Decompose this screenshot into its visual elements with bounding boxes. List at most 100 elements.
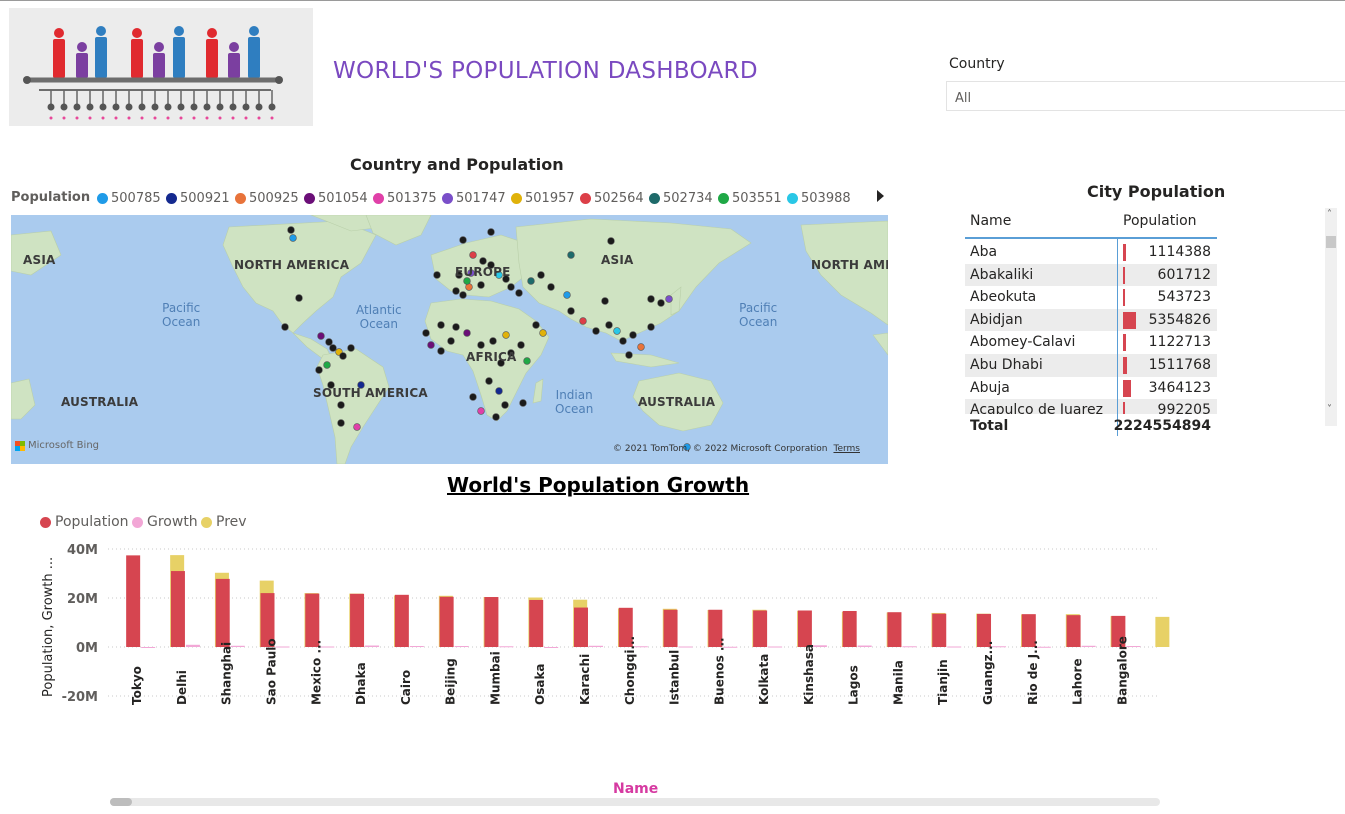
bar-population[interactable] <box>932 613 947 647</box>
city-marker[interactable] <box>463 329 471 337</box>
city-marker[interactable] <box>487 261 495 269</box>
scroll-down-icon[interactable]: ˅ <box>1327 404 1332 415</box>
bar-growth[interactable] <box>275 646 290 648</box>
city-marker[interactable] <box>539 329 547 337</box>
city-marker[interactable] <box>347 344 355 352</box>
city-marker[interactable] <box>547 283 555 291</box>
legend-item[interactable]: 503551 <box>718 190 782 206</box>
bar-growth[interactable] <box>1126 646 1141 648</box>
bar-population[interactable] <box>977 613 992 647</box>
city-marker[interactable] <box>437 321 445 329</box>
legend-item[interactable]: 501375 <box>373 190 437 206</box>
bar-population[interactable] <box>305 593 320 647</box>
city-marker[interactable] <box>339 352 347 360</box>
world-map[interactable]: ASIA NORTH AMERICA EUROPE ASIA NORTH AME… <box>11 215 888 464</box>
city-marker[interactable] <box>537 271 545 279</box>
city-marker[interactable] <box>665 295 673 303</box>
legend-item[interactable]: 501054 <box>304 190 368 206</box>
bar-population[interactable] <box>529 599 544 647</box>
bar-population[interactable] <box>618 607 633 647</box>
city-marker[interactable] <box>477 341 485 349</box>
city-marker[interactable] <box>353 423 361 431</box>
city-marker[interactable] <box>325 338 333 346</box>
bar-growth[interactable] <box>723 646 738 648</box>
city-marker[interactable] <box>337 401 345 409</box>
city-marker[interactable] <box>637 343 645 351</box>
city-marker[interactable] <box>601 297 609 305</box>
city-marker[interactable] <box>502 275 510 283</box>
legend-item[interactable]: 500785 <box>97 190 161 206</box>
table-row[interactable]: Abuja 3464123 <box>965 377 1217 400</box>
city-marker[interactable] <box>532 321 540 329</box>
bar-growth[interactable] <box>1036 646 1051 648</box>
city-marker[interactable] <box>563 291 571 299</box>
city-marker[interactable] <box>479 257 487 265</box>
table-row[interactable]: Acapulco de Juarez 992205 <box>965 399 1217 415</box>
bar-population[interactable] <box>439 596 454 647</box>
bar-population[interactable] <box>170 571 185 647</box>
city-marker[interactable] <box>502 331 510 339</box>
city-marker[interactable] <box>495 271 503 279</box>
city-marker[interactable] <box>567 307 575 315</box>
bar-population[interactable] <box>484 597 499 647</box>
bar-population[interactable] <box>708 609 723 647</box>
city-marker[interactable] <box>463 277 471 285</box>
city-marker[interactable] <box>469 251 477 259</box>
city-marker[interactable] <box>567 251 575 259</box>
bar-growth[interactable] <box>588 645 603 647</box>
city-marker[interactable] <box>485 377 493 385</box>
column-header-population[interactable]: Population <box>1123 213 1197 229</box>
city-marker[interactable] <box>327 381 335 389</box>
column-header-name[interactable]: Name <box>970 213 1012 229</box>
country-slicer-dropdown[interactable]: All <box>946 81 1345 111</box>
bar-growth[interactable] <box>947 646 962 648</box>
bar-prev[interactable] <box>1155 616 1170 647</box>
city-marker[interactable] <box>523 357 531 365</box>
city-marker[interactable] <box>433 271 441 279</box>
city-marker[interactable] <box>315 366 323 374</box>
city-marker[interactable] <box>452 323 460 331</box>
city-markers[interactable] <box>281 226 691 451</box>
city-marker[interactable] <box>422 329 430 337</box>
bar-growth[interactable] <box>320 646 335 648</box>
city-marker[interactable] <box>287 226 295 234</box>
city-marker[interactable] <box>437 347 445 355</box>
city-marker[interactable] <box>629 331 637 339</box>
bar-population[interactable] <box>126 555 141 647</box>
bar-population[interactable] <box>753 610 768 647</box>
city-marker[interactable] <box>469 393 477 401</box>
bar-growth[interactable] <box>544 647 559 648</box>
city-marker[interactable] <box>519 399 527 407</box>
bar-growth[interactable] <box>454 646 469 648</box>
table-row[interactable]: Abeokuta 543723 <box>965 286 1217 309</box>
bar-growth[interactable] <box>812 645 827 647</box>
table-row[interactable]: Aba 1114388 <box>965 241 1217 264</box>
table-row[interactable]: Abomey-Calavi 1122713 <box>965 331 1217 354</box>
bar-population[interactable] <box>394 594 409 647</box>
bar-growth[interactable] <box>857 645 872 647</box>
scroll-up-icon[interactable]: ˄ <box>1327 209 1332 220</box>
city-marker[interactable] <box>357 381 365 389</box>
city-marker[interactable] <box>527 277 535 285</box>
table-row[interactable]: Abakaliki 601712 <box>965 263 1217 287</box>
city-marker[interactable] <box>492 413 500 421</box>
chart-legend-item[interactable]: Growth <box>132 514 198 530</box>
city-marker[interactable] <box>455 271 463 279</box>
chart-scrollbar[interactable] <box>110 798 1160 806</box>
city-marker[interactable] <box>625 351 633 359</box>
bar-growth[interactable] <box>1081 645 1096 647</box>
city-marker[interactable] <box>477 407 485 415</box>
city-marker[interactable] <box>683 443 691 451</box>
city-marker[interactable] <box>289 234 297 242</box>
legend-item[interactable]: 501957 <box>511 190 575 206</box>
city-marker[interactable] <box>507 283 515 291</box>
bar-population[interactable] <box>887 612 902 647</box>
legend-item[interactable]: 500925 <box>235 190 299 206</box>
city-marker[interactable] <box>295 294 303 302</box>
city-marker[interactable] <box>501 401 509 409</box>
terms-link[interactable]: Terms <box>833 444 860 454</box>
map-canvas[interactable] <box>11 215 888 464</box>
city-marker[interactable] <box>592 327 600 335</box>
bar-growth[interactable] <box>409 646 424 648</box>
bar-population[interactable] <box>350 593 365 647</box>
